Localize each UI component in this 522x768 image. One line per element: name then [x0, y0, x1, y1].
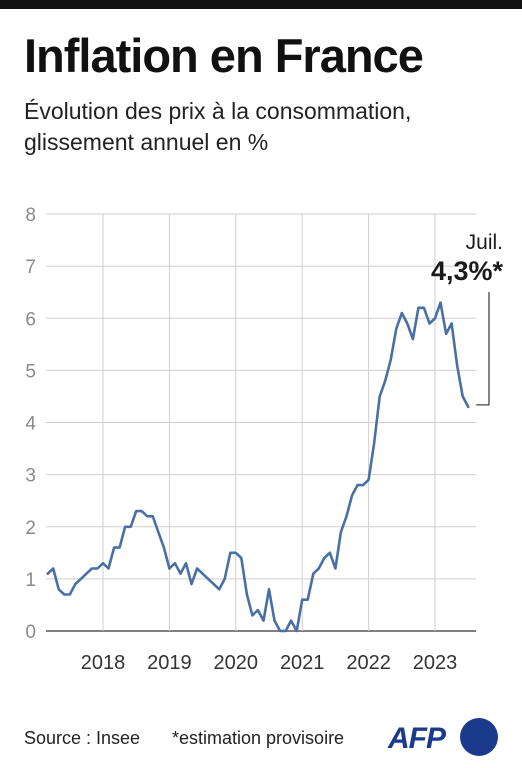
source-text: Source : Insee: [24, 728, 141, 748]
y-axis-ticks: 0 1 2 3 4 5 6 7 8: [25, 205, 36, 643]
y-tick-label: 8: [25, 205, 36, 226]
y-tick-label: 2: [25, 518, 36, 539]
x-tick-label: 2020: [214, 652, 259, 674]
afp-logo-text: AFP: [388, 722, 446, 755]
y-tick-label: 7: [25, 257, 36, 278]
grid: [46, 213, 476, 632]
annotation-value-label: 4,3%*: [431, 256, 504, 286]
y-tick-label: 6: [25, 309, 36, 330]
x-tick-label: 2018: [81, 652, 126, 674]
annotation-month-label: Juil.: [466, 231, 503, 254]
x-axis-ticks: 2018 2019 2020 2021 2022 2023: [81, 652, 458, 674]
x-tick-label: 2021: [280, 652, 325, 674]
afp-logo: AFP: [388, 718, 500, 758]
latest-value-annotation: Juil. 4,3%*: [431, 231, 504, 406]
x-tick-label: 2023: [413, 652, 458, 674]
chart-title: Inflation en France: [24, 29, 424, 82]
chart-subtitle: Évolution des prix à la consommation, gl…: [24, 98, 412, 155]
afp-logo-circle: [460, 718, 498, 756]
y-tick-label: 3: [25, 466, 36, 487]
annotation-bracket: [476, 292, 490, 406]
x-tick-label: 2019: [147, 652, 192, 674]
footnote-text: *estimation provisoire: [172, 728, 345, 748]
y-tick-label: 1: [25, 570, 36, 591]
inflation-series-line: [46, 301, 470, 633]
x-tick-label: 2022: [346, 652, 391, 674]
y-tick-label: 4: [25, 414, 36, 435]
top-bar: [0, 0, 522, 9]
y-tick-label: 0: [25, 622, 36, 643]
y-tick-label: 5: [25, 361, 36, 382]
